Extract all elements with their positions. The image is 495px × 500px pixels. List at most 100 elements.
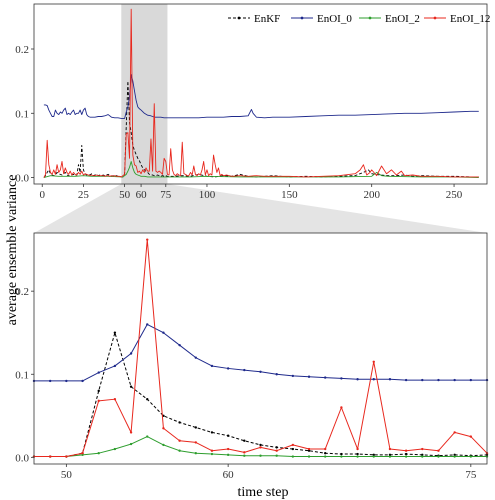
zoom-point-enoi-12 (437, 449, 440, 452)
zoom-x-tick-label: 75 (465, 469, 477, 481)
zoom-point-enoi-12 (307, 447, 311, 451)
zoom-point-enoi-12 (324, 447, 327, 451)
zoom-point-enoi-2 (210, 452, 214, 456)
zoom-point-enoi-2 (178, 449, 181, 452)
zoom-point-enoi-12 (388, 447, 392, 451)
zoom-point-enoi-12 (210, 449, 214, 452)
zoom-point-enkf (453, 453, 456, 457)
zoom-point-enoi-2 (243, 454, 246, 457)
zoom-y-tick-label: 0.0 (15, 452, 29, 464)
zoom-point-enoi-2 (81, 453, 84, 457)
zoom-point-enoi-2 (194, 452, 197, 455)
zoom-point-enoi-0 (437, 378, 440, 382)
legend-label-enkf: EnKF (254, 13, 280, 25)
zoom-point-enoi-2 (226, 453, 230, 457)
zoom-point-enoi-2 (324, 455, 327, 458)
zoom-point-enoi-0 (453, 378, 456, 382)
zoom-point-enoi-12 (65, 455, 68, 458)
zoom-point-enoi-12 (469, 435, 473, 438)
x-axis-title: time step (238, 485, 289, 500)
zoom-point-enkf (421, 453, 424, 457)
zoom-series-group (32, 238, 489, 458)
zoom-point-enoi-12 (291, 443, 295, 447)
legend-label-enoi-0: EnOI_0 (317, 13, 352, 25)
zoom-point-enoi-0 (113, 364, 117, 368)
zoom-x-tick-label: 60 (223, 469, 235, 481)
zoom-point-enoi-2 (469, 455, 473, 458)
zoom-point-enkf (129, 385, 133, 388)
zoom-point-enoi-2 (437, 455, 440, 458)
zoom-point-enoi-0 (48, 379, 52, 383)
zoom-point-enoi-12 (243, 451, 246, 454)
overview-series-group (43, 8, 479, 179)
legend-marker-enoi-2 (368, 16, 372, 20)
overview-x-tick-label: 60 (136, 189, 148, 201)
zoom-point-enkf (194, 426, 197, 429)
zoom-point-enkf (324, 452, 327, 455)
zoom-point-enoi-12 (129, 431, 133, 434)
zoom-point-enoi-2 (388, 455, 392, 458)
zoom-point-enoi-2 (129, 442, 133, 446)
zoom-point-enoi-0 (178, 343, 181, 347)
zoom-point-enoi-0 (162, 331, 165, 334)
zoom-point-enkf (404, 452, 408, 456)
legend-label-enoi-12: EnOI_12 (450, 13, 490, 25)
zoom-plot-frame (33, 232, 488, 465)
zoom-point-enoi-2 (307, 455, 311, 458)
legend-marker-enoi-12 (433, 16, 437, 20)
overview-x-tick-label: 0 (39, 189, 45, 201)
overview-x-tick-label: 150 (281, 189, 298, 201)
zoom-point-enoi-12 (275, 449, 278, 452)
overview-y-tick-label: 0.1 (15, 108, 29, 120)
zoom-axes: 50 60 75 0.0 0.1 0.2 (15, 286, 477, 481)
zoom-point-enkf (340, 452, 343, 456)
zoom-point-enoi-12 (340, 406, 343, 409)
overview-x-tick-label: 50 (119, 189, 131, 201)
zoom-point-enoi-2 (146, 435, 149, 438)
y-axis-title: average ensemble variance (5, 175, 20, 326)
zoom-plot-background (34, 233, 487, 464)
zoom-point-enoi-2 (356, 455, 359, 458)
zoom-point-enoi-12 (113, 397, 117, 401)
zoom-point-enoi-0 (340, 377, 343, 380)
overview-series-line-enoi-12 (43, 8, 479, 178)
zoom-point-enoi-0 (469, 378, 473, 382)
zoom-point-enoi-0 (275, 373, 278, 376)
zoom-point-enoi-12 (48, 455, 52, 458)
zoom-point-enoi-0 (97, 371, 100, 374)
zoom-point-enoi-2 (421, 455, 424, 458)
legend: EnKF EnOI_0 EnOI_2 EnOI_12 (228, 13, 490, 25)
zoom-point-enoi-2 (162, 443, 165, 447)
zoom-point-enoi-2 (97, 452, 100, 455)
zoom-point-enoi-0 (65, 379, 68, 383)
zoom-point-enoi-0 (307, 375, 311, 378)
zoom-point-enkf (307, 449, 311, 452)
zoom-point-enoi-0 (404, 378, 408, 382)
overview-series-line-enoi-0 (43, 74, 479, 119)
zoom-point-enoi-0 (210, 364, 214, 368)
zoom-point-enkf (113, 331, 117, 334)
zoom-point-enkf (372, 453, 375, 457)
overview-x-tick-label: 25 (78, 189, 90, 201)
zoom-x-tick-label: 50 (61, 469, 73, 481)
overview-y-tick-label: 0.2 (15, 44, 29, 56)
legend-marker-enoi-0 (300, 16, 304, 20)
overview-x-tick-label: 250 (446, 189, 463, 201)
overview-plot-frame (33, 3, 488, 185)
overview-x-tick-label: 200 (363, 189, 380, 201)
zoom-point-enoi-12 (453, 431, 456, 434)
overview-x-tick-label: 100 (199, 189, 216, 201)
zoom-point-enkf (388, 453, 392, 457)
zoom-point-enoi-12 (404, 449, 408, 452)
zoom-point-enkf (356, 452, 359, 456)
zoom-y-tick-label: 0.1 (15, 369, 29, 381)
overview-axes: 0 25 50 60 75 100 150 200 250 0.0 0.1 0.2 (15, 44, 463, 201)
zoom-point-enoi-2 (340, 455, 343, 458)
zoom-point-enoi-0 (243, 368, 246, 372)
zoom-point-enoi-2 (372, 455, 375, 458)
zoom-point-enoi-12 (178, 439, 181, 442)
zoom-point-enoi-2 (404, 455, 408, 458)
zoom-point-enoi-12 (97, 399, 100, 403)
overview-panel: 0 25 50 60 75 100 150 200 250 0.0 0.1 0.2 EnKF EnOI… (15, 3, 490, 201)
